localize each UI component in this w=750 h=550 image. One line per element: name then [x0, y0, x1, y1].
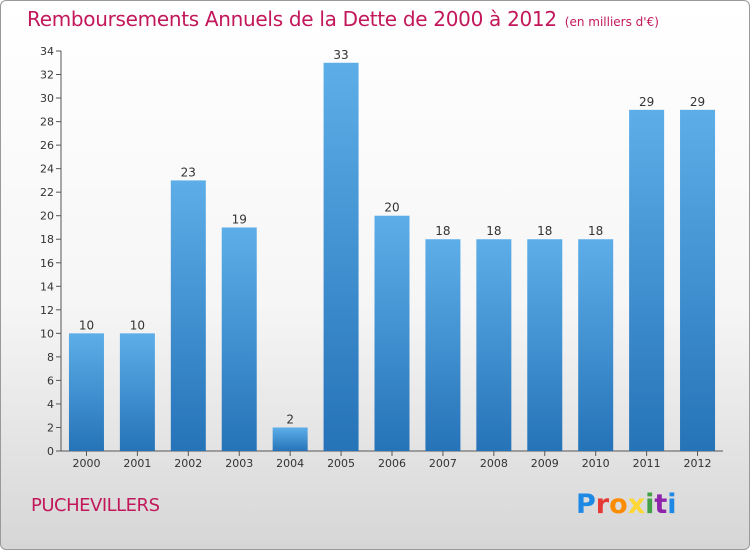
- y-tick-label: 28: [40, 116, 54, 129]
- logo-letter: o: [609, 489, 628, 520]
- commune-name: PUCHEVILLERS: [31, 495, 160, 516]
- bar: [221, 227, 257, 451]
- x-tick-label: 2009: [531, 457, 559, 470]
- chart-title: Remboursements Annuels de la Dette de 20…: [27, 7, 659, 31]
- x-tick-label: 2007: [429, 457, 457, 470]
- bar: [68, 333, 104, 451]
- logo-letter: t: [654, 489, 668, 520]
- bar-value-label: 33: [333, 48, 348, 62]
- x-tick-label: 2002: [174, 457, 202, 470]
- y-tick-label: 10: [40, 327, 54, 340]
- proxiti-logo: Proxiti: [576, 489, 677, 520]
- x-tick-label: 2012: [684, 457, 712, 470]
- bar: [374, 215, 410, 451]
- y-tick-label: 32: [40, 69, 54, 82]
- bar-value-label: 2: [286, 412, 294, 426]
- bar-value-label: 10: [130, 318, 145, 332]
- bar-value-label: 29: [639, 95, 654, 109]
- logo-letter: P: [576, 489, 596, 520]
- x-tick-label: 2000: [72, 457, 100, 470]
- bar-value-label: 18: [486, 224, 501, 238]
- x-tick-label: 2011: [633, 457, 661, 470]
- x-tick-label: 2008: [480, 457, 508, 470]
- y-tick-label: 8: [47, 351, 54, 364]
- y-tick-label: 34: [40, 45, 54, 58]
- y-tick-label: 26: [40, 139, 54, 152]
- bar: [323, 62, 359, 451]
- chart-subtitle: (en milliers d'€): [564, 15, 659, 29]
- bar-value-label: 10: [79, 318, 94, 332]
- y-tick-label: 24: [40, 163, 54, 176]
- bar-value-label: 20: [384, 201, 399, 215]
- bar: [170, 180, 206, 452]
- y-tick-label: 18: [40, 233, 54, 246]
- bar-value-label: 23: [181, 165, 196, 179]
- x-tick-label: 2006: [378, 457, 406, 470]
- logo-letter: i: [667, 489, 677, 520]
- y-tick-label: 14: [40, 280, 54, 293]
- bar-value-label: 18: [588, 224, 603, 238]
- logo-letter: i: [645, 489, 655, 520]
- logo-letter: r: [595, 489, 610, 520]
- x-tick-label: 2001: [123, 457, 151, 470]
- y-tick-label: 4: [47, 398, 54, 411]
- bar-series: 10 10 23 19 2 33 20 18 18 18 18 29 29: [68, 48, 716, 452]
- bar: [578, 239, 614, 451]
- y-tick-label: 16: [40, 257, 54, 270]
- bar: [119, 333, 155, 451]
- x-tick-label: 2005: [327, 457, 355, 470]
- y-tick-label: 30: [40, 92, 54, 105]
- y-tick-label: 0: [47, 445, 54, 458]
- bar: [272, 427, 308, 451]
- y-tick-label: 20: [40, 210, 54, 223]
- y-tick-label: 22: [40, 186, 54, 199]
- bar-value-label: 18: [537, 224, 552, 238]
- y-tick-label: 6: [47, 374, 54, 387]
- title-text: Remboursements Annuels de la Dette de 20…: [27, 7, 557, 31]
- y-tick-label: 12: [40, 304, 54, 317]
- bar: [527, 239, 563, 451]
- x-tick-label: 2003: [225, 457, 253, 470]
- bar-value-label: 29: [690, 95, 705, 109]
- x-tick-label: 2010: [582, 457, 610, 470]
- bar-value-label: 18: [435, 224, 450, 238]
- bar: [629, 109, 665, 451]
- bar: [680, 109, 716, 451]
- bar-value-label: 19: [232, 212, 247, 226]
- x-tick-label: 2004: [276, 457, 304, 470]
- y-tick-label: 2: [47, 421, 54, 434]
- bar: [425, 239, 461, 451]
- logo-letter: x: [627, 489, 646, 520]
- bar: [476, 239, 512, 451]
